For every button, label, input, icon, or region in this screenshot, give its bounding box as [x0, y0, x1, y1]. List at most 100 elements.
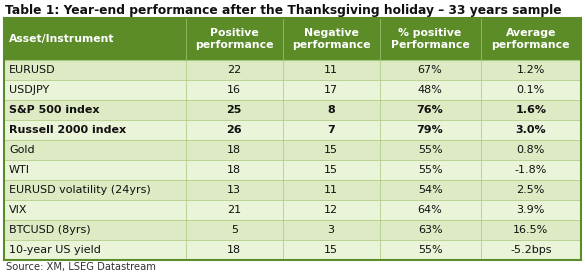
Text: Positive
performance: Positive performance [195, 28, 273, 50]
Text: 12: 12 [324, 205, 338, 215]
Text: 16: 16 [227, 85, 241, 95]
Bar [186, 240, 283, 260]
Text: WTI: WTI [9, 165, 30, 175]
Text: 67%: 67% [418, 65, 442, 75]
Bar [4, 160, 186, 180]
Text: Source: XM, LSEG Datastream: Source: XM, LSEG Datastream [6, 262, 156, 272]
Text: EURUSD: EURUSD [9, 65, 56, 75]
Bar [4, 60, 186, 80]
Text: 26: 26 [226, 125, 242, 135]
Bar [481, 140, 581, 160]
Bar [186, 100, 283, 120]
Text: 54%: 54% [418, 185, 442, 195]
Bar [186, 80, 283, 100]
Bar [186, 180, 283, 200]
Text: 18: 18 [227, 245, 241, 255]
Bar [4, 100, 186, 120]
Bar [186, 220, 283, 240]
Text: -5.2bps: -5.2bps [510, 245, 552, 255]
Bar [380, 120, 481, 140]
Text: 48%: 48% [418, 85, 442, 95]
Text: 18: 18 [227, 165, 241, 175]
Text: 13: 13 [227, 185, 241, 195]
Text: S&P 500 index: S&P 500 index [9, 105, 99, 115]
Bar [380, 180, 481, 200]
Text: 3: 3 [328, 225, 335, 235]
Bar [481, 220, 581, 240]
Bar [4, 200, 186, 220]
Text: 63%: 63% [418, 225, 442, 235]
Text: 1.6%: 1.6% [515, 105, 546, 115]
Bar [380, 18, 481, 60]
Text: 64%: 64% [418, 205, 442, 215]
Bar [4, 220, 186, 240]
Bar [4, 240, 186, 260]
Bar [380, 220, 481, 240]
Bar [283, 80, 380, 100]
Text: 3.9%: 3.9% [517, 205, 545, 215]
Bar [481, 240, 581, 260]
Bar [283, 120, 380, 140]
Text: 79%: 79% [417, 125, 443, 135]
Bar [283, 180, 380, 200]
Text: 55%: 55% [418, 165, 442, 175]
Text: Asset/Instrument: Asset/Instrument [9, 34, 115, 44]
Bar [481, 200, 581, 220]
Text: 17: 17 [324, 85, 338, 95]
Bar [481, 100, 581, 120]
Text: 2.5%: 2.5% [517, 185, 545, 195]
Text: 55%: 55% [418, 245, 442, 255]
Text: 76%: 76% [417, 105, 443, 115]
Bar [481, 18, 581, 60]
Bar [481, 60, 581, 80]
Text: 18: 18 [227, 145, 241, 155]
Bar [380, 160, 481, 180]
Text: 21: 21 [227, 205, 241, 215]
Text: 11: 11 [324, 185, 338, 195]
Text: Table 1: Year-end performance after the Thanksgiving holiday – 33 years sample: Table 1: Year-end performance after the … [5, 4, 562, 17]
Bar [380, 100, 481, 120]
Text: 0.8%: 0.8% [517, 145, 545, 155]
Bar [283, 220, 380, 240]
Bar [186, 140, 283, 160]
Text: Average
performance: Average performance [491, 28, 570, 50]
Text: 11: 11 [324, 65, 338, 75]
Bar [380, 240, 481, 260]
Text: Negative
performance: Negative performance [292, 28, 370, 50]
Text: VIX: VIX [9, 205, 27, 215]
Bar [481, 80, 581, 100]
Bar [186, 200, 283, 220]
Text: 25: 25 [226, 105, 242, 115]
Text: EURUSD volatility (24yrs): EURUSD volatility (24yrs) [9, 185, 151, 195]
Text: 16.5%: 16.5% [513, 225, 548, 235]
Bar [380, 140, 481, 160]
Text: Gold: Gold [9, 145, 35, 155]
Text: 22: 22 [227, 65, 242, 75]
Text: 5: 5 [230, 225, 238, 235]
Bar [283, 160, 380, 180]
Text: 15: 15 [324, 145, 338, 155]
Bar [186, 18, 283, 60]
Bar [481, 160, 581, 180]
Text: 8: 8 [327, 105, 335, 115]
Bar [283, 140, 380, 160]
Text: -1.8%: -1.8% [515, 165, 547, 175]
Text: 0.1%: 0.1% [517, 85, 545, 95]
Bar [481, 180, 581, 200]
Bar [481, 120, 581, 140]
Text: 10-year US yield: 10-year US yield [9, 245, 101, 255]
Text: USDJPY: USDJPY [9, 85, 49, 95]
Bar [283, 18, 380, 60]
Text: BTCUSD (8yrs): BTCUSD (8yrs) [9, 225, 91, 235]
Bar [186, 160, 283, 180]
Bar [4, 80, 186, 100]
Bar [380, 200, 481, 220]
Text: 3.0%: 3.0% [515, 125, 546, 135]
Text: 15: 15 [324, 165, 338, 175]
Bar [283, 240, 380, 260]
Text: 7: 7 [327, 125, 335, 135]
Bar [380, 80, 481, 100]
Text: 15: 15 [324, 245, 338, 255]
Bar [283, 100, 380, 120]
Bar [186, 60, 283, 80]
